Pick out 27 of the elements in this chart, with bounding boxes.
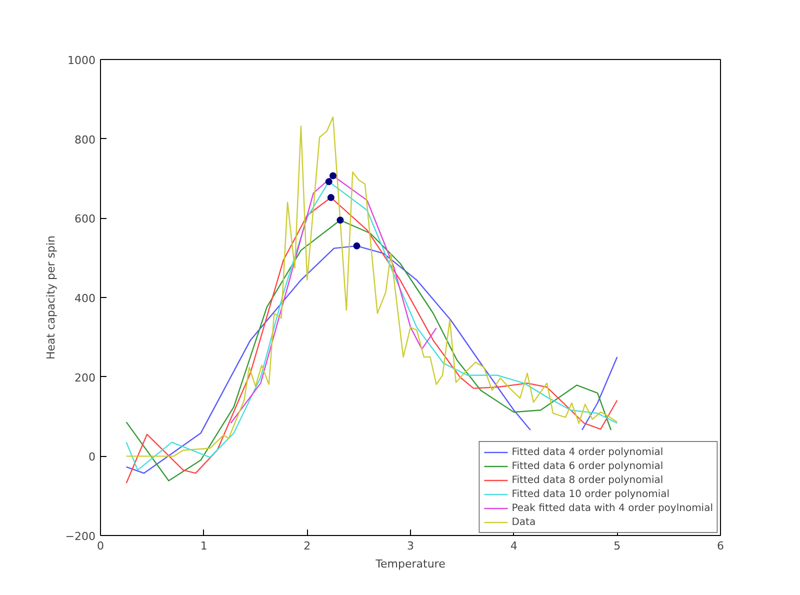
legend-label: Fitted data 8 order polynomial bbox=[512, 474, 664, 486]
y-tick-label: 0 bbox=[88, 450, 96, 464]
y-axis-title: Heat capacity per spin bbox=[44, 235, 58, 360]
point bbox=[353, 242, 360, 250]
point bbox=[330, 172, 336, 180]
point bbox=[327, 194, 334, 202]
point bbox=[336, 216, 344, 224]
point bbox=[325, 178, 332, 186]
x-tick-label: 4 bbox=[510, 540, 518, 552]
legend-label: Fitted data 10 order polynomial bbox=[512, 488, 670, 500]
y-tick-label: −200 bbox=[65, 530, 96, 543]
legend-label: Data bbox=[512, 516, 536, 528]
y-tick-label: 1000 bbox=[68, 54, 96, 67]
legend-label: Fitted data 6 order polynomial bbox=[512, 460, 664, 472]
y-tick-label: 400 bbox=[74, 292, 96, 305]
x-tick-label: 3 bbox=[407, 540, 414, 552]
x-tick-label: 5 bbox=[614, 540, 621, 552]
y-tick-label: 200 bbox=[74, 371, 96, 384]
x-axis-title: Temperature bbox=[374, 558, 446, 570]
x-tick-label: 6 bbox=[717, 540, 724, 552]
legend-label: Fitted data 4 order polynomial bbox=[512, 446, 664, 458]
y-tick-label: 600 bbox=[74, 212, 96, 226]
x-tick-label: 0 bbox=[97, 540, 104, 552]
y-tick-label: 800 bbox=[74, 133, 96, 146]
x-tick-label: 1 bbox=[200, 540, 208, 552]
x-tick-label: 2 bbox=[304, 540, 311, 552]
legend-label: Peak fitted data with 4 order poylnomial bbox=[512, 502, 713, 514]
